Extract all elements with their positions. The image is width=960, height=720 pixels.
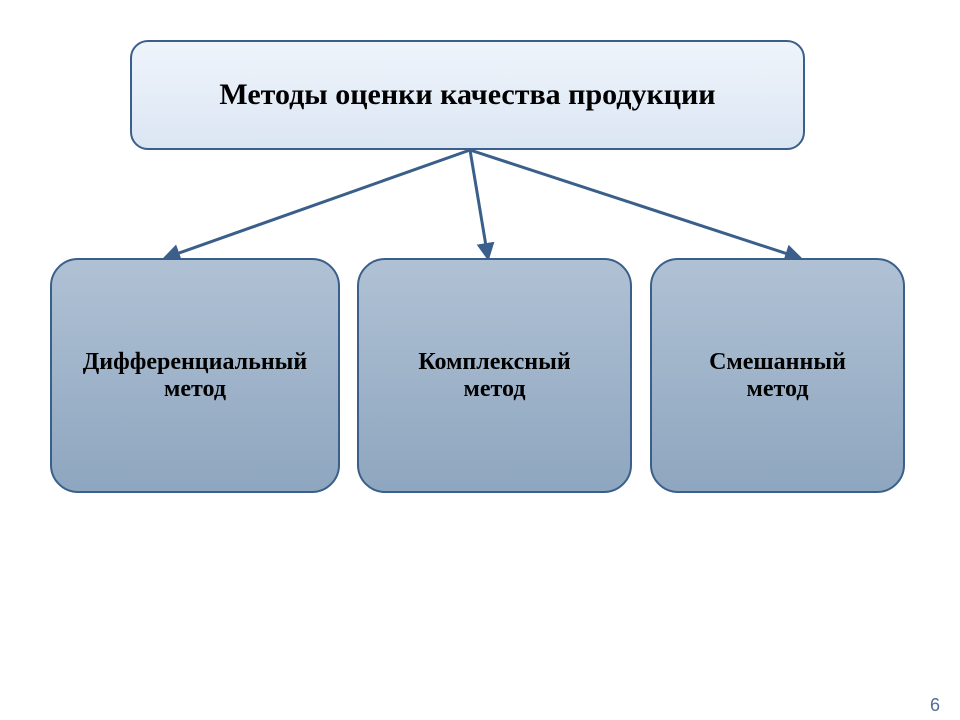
header-label: Методы оценки качества продукции — [219, 78, 715, 112]
header-box: Методы оценки качества продукции — [130, 40, 805, 150]
diagram-canvas: Методы оценки качества продукции Диффере… — [0, 0, 960, 720]
child-box-mixed: Смешанный метод — [650, 258, 905, 493]
child-label: Смешанный метод — [709, 349, 846, 403]
child-box-differential: Дифференциальный метод — [50, 258, 340, 493]
child-label: Дифференциальный метод — [83, 349, 307, 403]
child-box-complex: Комплексный метод — [357, 258, 632, 493]
child-label: Комплексный метод — [418, 349, 570, 403]
page-number: 6 — [930, 695, 940, 716]
page-number-text: 6 — [930, 695, 940, 715]
